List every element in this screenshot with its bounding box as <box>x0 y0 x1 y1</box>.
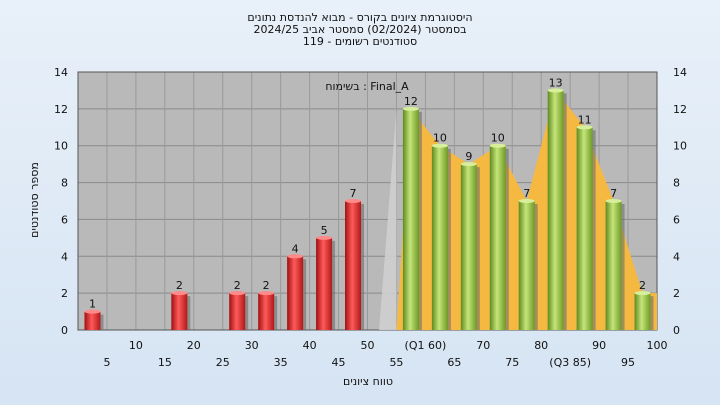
bar-60 <box>402 108 419 330</box>
y-tick-left: 0 <box>61 324 68 337</box>
chart-subtitle-students: סטודנטים רשומים - 119 <box>302 35 418 48</box>
x-tick-upper: 90 <box>592 339 606 352</box>
bar-top <box>576 125 593 130</box>
data-label-50: 7 <box>350 187 357 200</box>
x-tick-lower: 95 <box>621 356 635 369</box>
y-tick-right: 8 <box>673 177 680 190</box>
x-tick-lower: 5 <box>103 356 110 369</box>
y-tick-left: 10 <box>54 140 68 153</box>
plot-border <box>77 71 658 331</box>
data-label-5: 1 <box>89 298 96 311</box>
data-label-20: 2 <box>176 279 183 292</box>
y-tick-left: 2 <box>61 287 68 300</box>
data-label-40: 4 <box>292 242 299 255</box>
bars-group <box>84 88 654 331</box>
bar-40 <box>287 256 304 330</box>
x-tick-lower: 65 <box>447 356 461 369</box>
x-tick-upper: 40 <box>303 339 317 352</box>
bar-5 <box>84 311 101 330</box>
x-tick-lower: 55 <box>389 356 403 369</box>
data-label-30: 2 <box>234 279 241 292</box>
bar-top <box>316 235 333 240</box>
x-tick-lower: 45 <box>332 356 346 369</box>
bar-35 <box>258 293 275 330</box>
bar-20 <box>171 293 188 330</box>
x-tick-upper: 70 <box>476 339 490 352</box>
y-tick-right: 4 <box>673 250 680 263</box>
fail-region-shadow <box>379 108 397 330</box>
bar-top <box>518 199 535 203</box>
y-axis-left-ticks: 0 2 4 6 8 10 12 14 <box>54 66 68 337</box>
y-tick-right: 12 <box>673 103 687 116</box>
data-label-90: 11 <box>578 113 592 126</box>
chart-subtitle-semester: בסמסטר (02/2024) סמסטר אביב 2024/25 <box>253 23 467 36</box>
x-tick-upper: 10 <box>129 339 143 352</box>
y-tick-left: 6 <box>61 213 68 226</box>
x-tick-upper: 50 <box>361 339 375 352</box>
y-tick-right: 14 <box>673 66 687 79</box>
x-tick-upper: 30 <box>245 339 259 352</box>
x-tick-upper: (Q1 60) <box>405 339 447 352</box>
data-label-65: 10 <box>433 132 447 145</box>
chart-annotation: בשימוח : Final_A <box>325 80 409 93</box>
x-tick-lower: 35 <box>274 356 288 369</box>
bar-top <box>547 88 564 93</box>
bar-70 <box>460 164 477 330</box>
y-tick-left: 4 <box>61 250 68 263</box>
data-label-95: 7 <box>610 187 617 200</box>
bar-65 <box>431 145 448 330</box>
data-label-85: 13 <box>549 76 563 89</box>
bar-top <box>287 254 304 259</box>
bar-95 <box>605 201 622 330</box>
data-label-100: 2 <box>639 279 646 292</box>
bar-85 <box>547 90 564 330</box>
bar-top <box>171 291 188 296</box>
bar-90 <box>576 127 593 331</box>
bar-top <box>345 199 362 203</box>
bar-30 <box>229 293 246 330</box>
x-tick-lower: 25 <box>216 356 230 369</box>
bar-75 <box>489 145 506 330</box>
bar-top <box>634 291 651 296</box>
x-tick-upper: 100 <box>647 339 668 352</box>
data-label-70: 9 <box>465 150 472 163</box>
data-label-75: 10 <box>491 132 505 145</box>
x-tick-upper: 80 <box>534 339 548 352</box>
x-tick-lower: 15 <box>158 356 172 369</box>
y-tick-right: 6 <box>673 213 680 226</box>
bar-50 <box>345 201 362 330</box>
x-axis-label: טווח ציונים <box>343 375 393 388</box>
x-tick-lower: 75 <box>505 356 519 369</box>
bar-80 <box>518 201 535 330</box>
y-tick-left: 12 <box>54 103 68 116</box>
data-label-35: 2 <box>263 279 270 292</box>
data-label-45: 5 <box>321 224 328 237</box>
y-tick-right: 10 <box>673 140 687 153</box>
x-axis-ticks: 10 20 30 40 50 (Q1 60) 70 80 90 100 5 15 25 35 45 55 65 7… <box>103 339 667 369</box>
y-tick-right: 0 <box>673 324 680 337</box>
x-tick-upper: 20 <box>187 339 201 352</box>
y-tick-left: 8 <box>61 177 68 190</box>
bar-45 <box>316 237 333 330</box>
bar-top <box>258 291 275 296</box>
bar-top <box>402 106 419 111</box>
bar-100 <box>634 293 651 330</box>
bar-top <box>605 199 622 203</box>
bar-top <box>489 143 506 148</box>
bar-top <box>431 143 448 148</box>
bar-top <box>84 309 101 314</box>
y-axis-right-ticks: 0 2 4 6 8 10 12 14 <box>673 66 687 337</box>
y-tick-left: 14 <box>54 66 68 79</box>
data-label-80: 7 <box>523 187 530 200</box>
y-tick-right: 2 <box>673 287 680 300</box>
x-tick-lower: (Q3 85) <box>549 356 591 369</box>
bar-top <box>229 291 246 296</box>
bar-top <box>460 162 477 167</box>
y-axis-label: מספר סטודנטים <box>28 162 41 238</box>
data-label-60: 12 <box>404 95 418 108</box>
chart-title: היסטוגרמת ציונים בקורס - מבוא להנדסת נתו… <box>247 11 473 24</box>
